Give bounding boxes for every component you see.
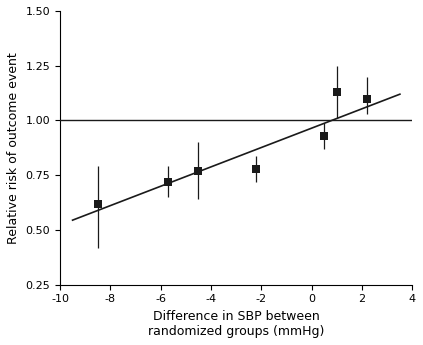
X-axis label: Difference in SBP between
randomized groups (mmHg): Difference in SBP between randomized gro… <box>148 310 324 338</box>
Y-axis label: Relative risk of outcome event: Relative risk of outcome event <box>7 52 20 244</box>
